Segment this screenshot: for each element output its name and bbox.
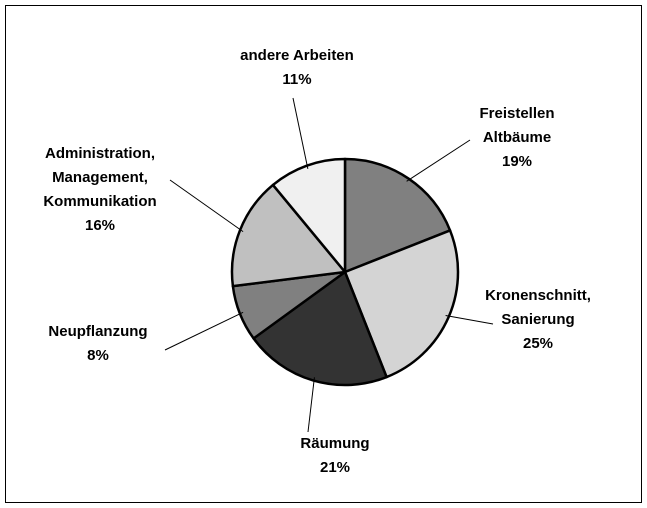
slice-label: Kronenschnitt, (485, 287, 591, 304)
slice-label: Altbäume (483, 129, 551, 146)
slice-label: Räumung (300, 435, 369, 452)
leader-line (164, 311, 244, 351)
pie-slice (230, 183, 347, 288)
leader-line (445, 315, 494, 325)
slice-value-label: 16% (85, 217, 115, 234)
slice-label: andere Arbeiten (240, 47, 354, 64)
slice-value-label: 19% (502, 153, 532, 170)
slice-label: Sanierung (501, 311, 574, 328)
slice-value-label: 11% (282, 71, 311, 88)
slice-label: Management, (52, 169, 148, 186)
leader-line (406, 139, 471, 182)
slice-value-label: 8% (87, 347, 109, 364)
slice-label: Neupflanzung (48, 323, 147, 340)
slice-value-label: 25% (523, 335, 553, 352)
pie-slice (252, 270, 388, 387)
pie-slice (343, 157, 452, 274)
slice-label: Administration, (45, 145, 155, 162)
leader-line (307, 377, 315, 433)
slice-value-label: 21% (320, 459, 350, 476)
leader-line (292, 97, 309, 169)
slice-label: Kommunikation (43, 193, 156, 210)
leader-line (169, 179, 244, 233)
slice-label: Freistellen (479, 105, 554, 122)
